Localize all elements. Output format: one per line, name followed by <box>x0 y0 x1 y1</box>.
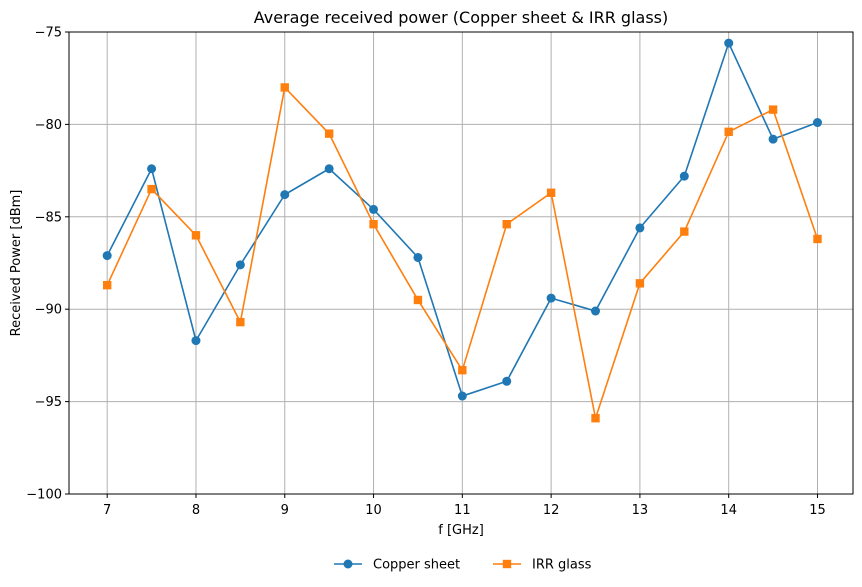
x-tick-label: 10 <box>365 503 382 518</box>
series-layer <box>102 38 822 423</box>
data-point-circle <box>591 306 601 316</box>
x-tick-label: 15 <box>809 503 826 518</box>
data-point-square <box>502 219 511 229</box>
data-point-circle <box>812 118 822 128</box>
data-point-square <box>236 317 245 327</box>
data-point-circle <box>457 391 467 401</box>
data-point-square <box>102 280 112 290</box>
data-point-square <box>191 231 201 240</box>
data-point-square <box>680 227 689 236</box>
x-tick-label: 12 <box>543 503 560 518</box>
y-tick-label: −75 <box>35 26 62 41</box>
data-point-circle <box>369 204 379 214</box>
data-point-square <box>280 83 289 92</box>
legend-label: Copper sheet <box>373 558 460 573</box>
y-axis-label: Received Power [dBm] <box>9 190 24 337</box>
legend-marker-square <box>502 559 512 569</box>
legend-label: IRR glass <box>532 558 592 573</box>
data-point-circle <box>191 336 201 346</box>
data-point-circle <box>324 164 334 174</box>
x-axis-label: f [GHz] <box>438 523 484 538</box>
data-point-square <box>591 414 600 423</box>
data-point-square <box>813 234 822 244</box>
x-tick-label: 14 <box>720 503 737 518</box>
data-point-circle <box>235 260 245 270</box>
y-tick-label: −95 <box>35 395 62 410</box>
axis-ticks: 7 8 9 10 11 12 13 14 15 −100 −95 −90 −85 −80 −75 <box>26 26 825 519</box>
data-point-square <box>768 105 778 114</box>
x-tick-label: 7 <box>103 503 111 518</box>
data-point-square <box>546 188 556 197</box>
data-point-square <box>324 129 334 138</box>
x-tick-label: 8 <box>192 503 200 518</box>
data-point-circle <box>546 293 556 303</box>
legend-marker-circle <box>343 559 353 569</box>
data-point-circle <box>413 252 423 262</box>
data-point-circle <box>679 171 689 181</box>
x-tick-label: 11 <box>454 503 471 518</box>
data-point-circle <box>724 38 734 48</box>
x-tick-label: 9 <box>281 503 289 518</box>
chart-title: Average received power (Copper sheet & I… <box>254 8 669 27</box>
legend: Copper sheet IRR glass <box>334 558 592 573</box>
data-point-square <box>369 219 378 229</box>
data-point-circle <box>102 251 112 261</box>
y-tick-label: −90 <box>35 303 62 318</box>
data-point-circle <box>635 223 645 233</box>
data-point-square <box>458 365 467 375</box>
plot-frame <box>68 31 854 495</box>
y-tick-label: −80 <box>35 118 62 133</box>
data-point-circle <box>768 134 778 144</box>
data-point-square <box>635 279 645 288</box>
grid-lines <box>69 31 853 495</box>
data-point-circle <box>147 164 157 174</box>
y-tick-label: −100 <box>26 488 62 503</box>
data-point-square <box>413 295 423 305</box>
y-tick-label: −85 <box>35 210 62 225</box>
x-tick-label: 13 <box>632 503 649 518</box>
data-point-circle <box>502 376 512 386</box>
data-point-square <box>724 127 733 136</box>
data-point-circle <box>280 190 290 200</box>
data-point-square <box>147 184 156 194</box>
